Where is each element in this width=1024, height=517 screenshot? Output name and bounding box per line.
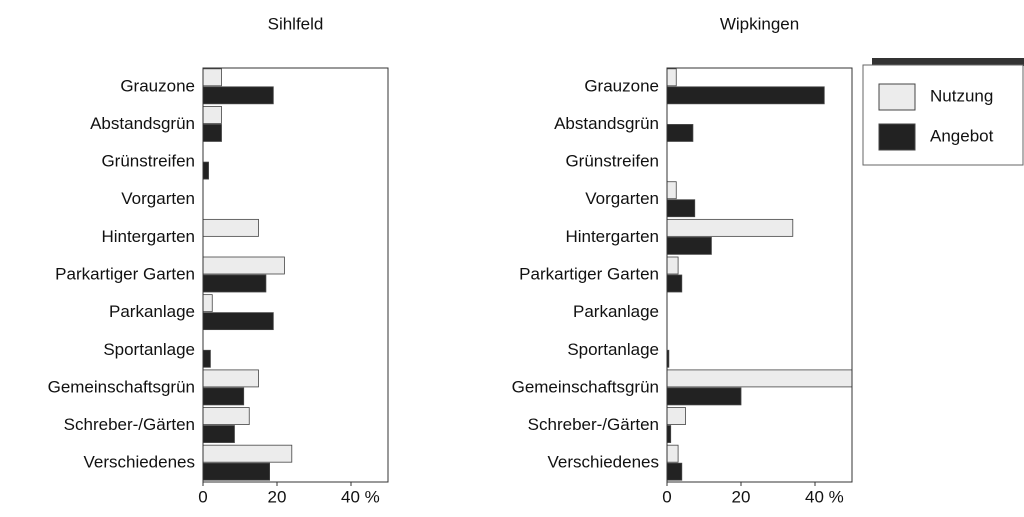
y-tick-label: Verschiedenes <box>83 453 195 472</box>
bar <box>666 199 696 218</box>
y-tick-label: Schreber-/Gärten <box>64 415 195 434</box>
y-tick-label: Abstandsgrün <box>554 114 659 133</box>
bar <box>666 444 679 463</box>
y-tick-label: Gemeinschaftsgrün <box>48 377 195 396</box>
chart-title: Wipkingen <box>720 14 799 33</box>
bar <box>666 425 672 443</box>
x-tick-label: 20 <box>732 487 751 506</box>
legend-label: Angebot <box>930 126 994 145</box>
y-tick-label: Grünstreifen <box>565 152 659 171</box>
x-tick-label: 20 <box>268 487 287 506</box>
bar <box>202 462 270 481</box>
bar <box>666 181 677 200</box>
y-tick-label: Hintergarten <box>565 227 659 246</box>
y-tick-label: Grauzone <box>584 76 659 95</box>
bar <box>202 312 274 331</box>
bar <box>202 161 209 180</box>
legend-swatch <box>878 123 916 151</box>
y-tick-label: Sportanlage <box>567 340 659 359</box>
bar <box>666 236 712 255</box>
x-tick-label: 40 % <box>805 487 844 506</box>
bar <box>666 369 853 388</box>
plot-frame <box>202 67 389 483</box>
y-tick-label: Parkartiger Garten <box>519 264 659 283</box>
plot-frame <box>666 67 853 483</box>
bar <box>666 124 694 142</box>
y-tick-label: Vorgarten <box>585 189 659 208</box>
bar <box>202 407 250 425</box>
bar <box>202 369 259 388</box>
y-tick-label: Parkanlage <box>573 302 659 321</box>
y-tick-label: Parkanlage <box>109 302 195 321</box>
y-tick-label: Gemeinschaftsgrün <box>512 377 659 396</box>
bar <box>202 444 293 463</box>
y-tick-label: Abstandsgrün <box>90 114 195 133</box>
y-tick-label: Sportanlage <box>103 340 195 359</box>
bar <box>202 124 222 142</box>
bar <box>202 349 211 368</box>
bar <box>666 256 679 275</box>
legend-label: Nutzung <box>930 86 993 105</box>
bar <box>666 86 825 105</box>
bar <box>666 387 742 406</box>
y-tick-label: Parkartiger Garten <box>55 264 195 283</box>
bar <box>666 68 677 87</box>
bar <box>202 106 222 124</box>
bar <box>202 256 285 275</box>
legend-bar <box>872 58 1024 66</box>
bar <box>666 274 683 293</box>
bar <box>202 274 267 293</box>
bar <box>666 218 794 237</box>
bar <box>202 68 222 87</box>
bar <box>202 294 213 313</box>
bar <box>202 86 274 105</box>
y-tick-label: Hintergarten <box>101 227 195 246</box>
bar <box>666 462 683 481</box>
x-tick-label: 40 % <box>341 487 380 506</box>
bar <box>202 387 245 406</box>
y-tick-label: Schreber-/Gärten <box>528 415 659 434</box>
bar <box>202 425 235 443</box>
y-tick-label: Grünstreifen <box>101 152 195 171</box>
y-tick-label: Verschiedenes <box>547 453 659 472</box>
chart-title: Sihlfeld <box>268 14 324 33</box>
bar <box>202 218 259 237</box>
y-tick-label: Vorgarten <box>121 189 195 208</box>
legend-swatch <box>878 83 916 111</box>
x-tick-label: 0 <box>198 487 207 506</box>
bar <box>666 407 686 425</box>
x-tick-label: 0 <box>662 487 671 506</box>
y-tick-label: Grauzone <box>120 76 195 95</box>
